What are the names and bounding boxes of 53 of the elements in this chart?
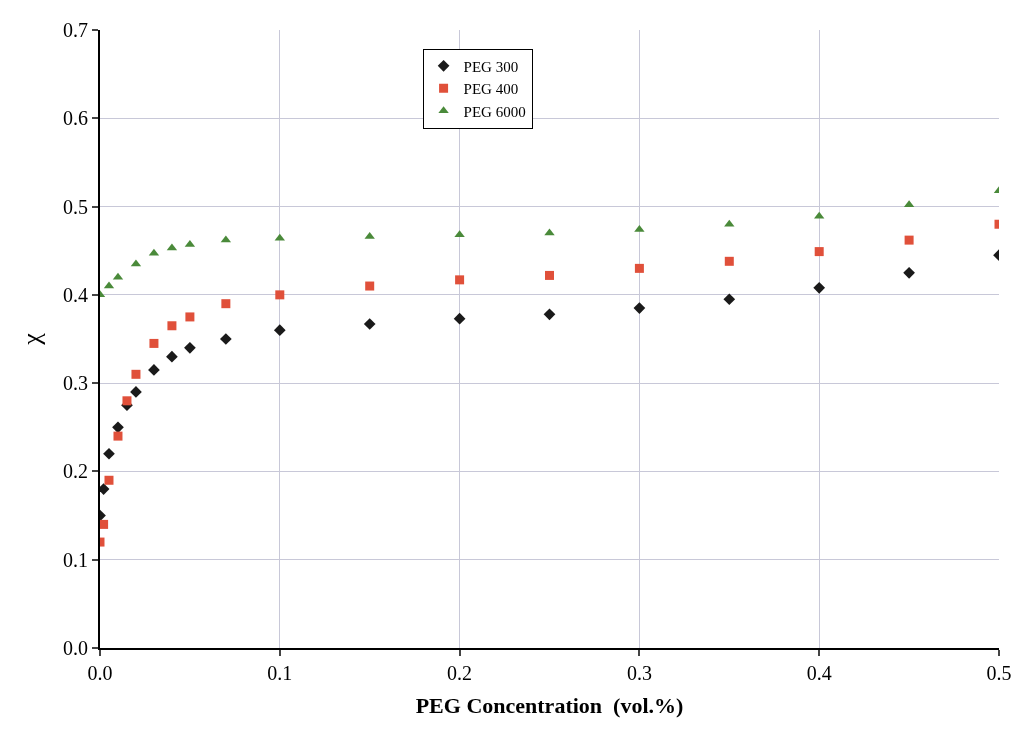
point (724, 256, 734, 266)
y-tick-label: 0.6 (63, 107, 88, 130)
point (633, 302, 646, 314)
point (544, 228, 555, 236)
point (813, 281, 826, 294)
y-tick-label: 0.5 (63, 195, 88, 218)
y-tick-label: 0.2 (63, 460, 88, 483)
point (221, 299, 231, 309)
point (166, 350, 178, 363)
point (455, 275, 465, 285)
legend-label: PEG 300 (463, 58, 519, 75)
x-tick-label: 0.4 (806, 662, 832, 684)
legend-label: PEG 6000 (463, 103, 526, 120)
x-tick-label: 0.5 (986, 662, 1012, 684)
point (453, 312, 466, 325)
point (100, 483, 110, 495)
point (814, 247, 824, 257)
point (167, 321, 177, 331)
point (454, 230, 465, 238)
y-axis-title: χ (16, 332, 46, 346)
point (184, 341, 196, 354)
x-axis-title: PEG Concentration (vol.%) (415, 693, 684, 719)
point (904, 235, 914, 245)
y-tick-label: 0.0 (63, 637, 88, 659)
point (545, 270, 554, 280)
point (103, 447, 115, 460)
y-tick-label: 0.1 (63, 548, 88, 571)
x-tick-label: 0.0 (87, 662, 113, 684)
point (814, 211, 825, 219)
point (634, 263, 644, 273)
x-tick-label: 0.2 (447, 662, 473, 684)
y-tick-label: 0.4 (63, 283, 88, 306)
point (274, 233, 285, 241)
point (723, 293, 736, 306)
point (365, 281, 375, 291)
point (273, 324, 286, 337)
point (104, 475, 114, 485)
y-tick-label: 0.3 (63, 372, 88, 395)
x-tick-label: 0.3 (626, 662, 652, 684)
point (148, 364, 160, 376)
point (149, 338, 159, 348)
point (185, 312, 195, 322)
point (543, 308, 556, 321)
point (903, 266, 915, 279)
point (100, 519, 109, 529)
point (131, 369, 141, 379)
point (122, 396, 132, 406)
point (275, 290, 285, 300)
point (363, 318, 376, 330)
point (113, 431, 123, 441)
x-tick-label: 0.1 (267, 662, 293, 684)
y-tick-label: 0.7 (63, 19, 88, 41)
legend-label: PEG 400 (463, 81, 519, 98)
